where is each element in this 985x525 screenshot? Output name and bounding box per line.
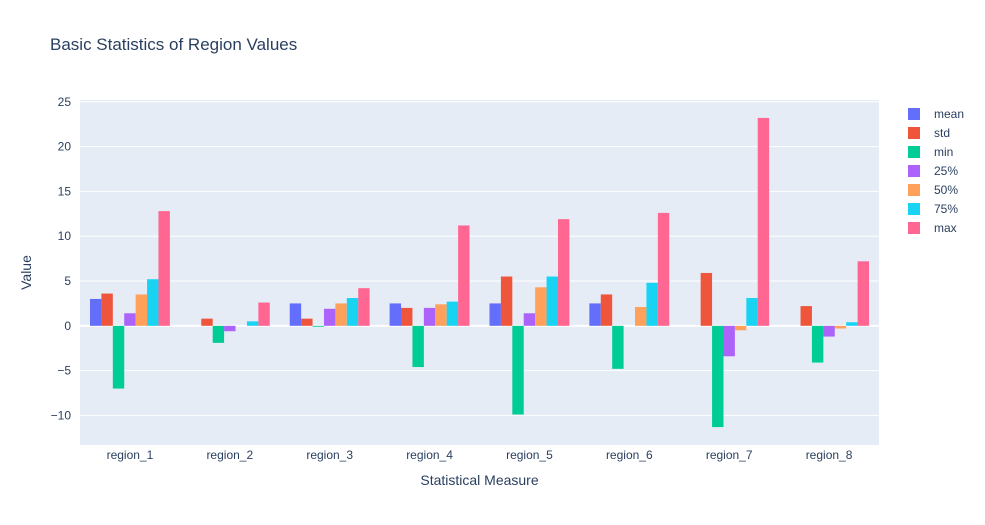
bar-region_8-min[interactable] (812, 326, 823, 363)
legend-label: 25% (934, 164, 958, 178)
legend-swatch (908, 108, 920, 120)
bar-region_6-min[interactable] (612, 326, 623, 369)
x-tick-label: region_1 (107, 448, 154, 462)
bar-region_3-25%[interactable] (324, 309, 335, 326)
bar-region_1-50%[interactable] (136, 294, 147, 325)
bar-region_6-mean[interactable] (589, 303, 600, 325)
bar-region_1-75%[interactable] (147, 279, 158, 326)
bar-region_3-mean[interactable] (290, 303, 301, 325)
bar-region_3-std[interactable] (301, 319, 312, 326)
bar-region_3-75%[interactable] (347, 298, 358, 326)
bar-region_6-std[interactable] (601, 294, 612, 325)
bar-region_8-25%[interactable] (823, 326, 834, 337)
bar-region_5-50%[interactable] (535, 287, 546, 326)
legend-swatch (908, 127, 920, 139)
x-tick-label: region_8 (806, 448, 853, 462)
bar-region_8-50%[interactable] (835, 326, 846, 329)
bar-region_7-25%[interactable] (723, 326, 734, 356)
bar-region_4-50%[interactable] (435, 304, 446, 326)
bar-region_4-max[interactable] (458, 225, 469, 325)
bar-region_4-std[interactable] (401, 308, 412, 326)
bar-region_6-75%[interactable] (646, 283, 657, 326)
y-tick-label: 5 (64, 274, 71, 288)
legend-swatch (908, 203, 920, 215)
legend-label: min (934, 145, 953, 159)
bar-region_7-min[interactable] (712, 326, 723, 427)
legend-swatch (908, 146, 920, 158)
x-tick-label: region_2 (206, 448, 253, 462)
bar-region_5-75%[interactable] (547, 277, 558, 326)
x-tick-label: region_4 (406, 448, 453, 462)
legend[interactable]: mean std min 25% 50% 75% max (908, 107, 964, 235)
bar-region_1-25%[interactable] (124, 313, 135, 326)
legend-swatch (908, 165, 920, 177)
y-tick-label: 0 (64, 319, 71, 333)
legend-item-min[interactable]: min (908, 145, 953, 159)
legend-item-std[interactable]: std (908, 126, 950, 140)
bar-region_4-75%[interactable] (447, 302, 458, 326)
bar-region_4-mean[interactable] (390, 303, 401, 325)
bar-region_2-25%[interactable] (224, 326, 235, 331)
legend-swatch (908, 184, 920, 196)
bar-region_2-max[interactable] (258, 303, 269, 326)
bar-region_8-75%[interactable] (846, 322, 857, 326)
bar-region_1-max[interactable] (158, 211, 169, 326)
y-tick-label: 10 (58, 229, 72, 243)
bar-region_5-max[interactable] (558, 219, 569, 326)
legend-label: max (934, 221, 957, 235)
bar-region_4-min[interactable] (412, 326, 423, 367)
legend-swatch (908, 222, 920, 234)
y-tick-label: 20 (58, 140, 72, 154)
y-tick-label: 15 (58, 184, 72, 198)
bar-region_8-std[interactable] (801, 306, 812, 326)
legend-item-25%[interactable]: 25% (908, 164, 958, 178)
bar-region_5-25%[interactable] (524, 313, 535, 326)
x-axis-ticks: region_1 region_2 region_3 region_4 region_5… (107, 448, 853, 462)
bar-region_5-min[interactable] (512, 326, 523, 415)
bar-region_2-75%[interactable] (247, 321, 258, 325)
legend-label: mean (934, 107, 964, 121)
y-tick-label: −5 (57, 364, 71, 378)
legend-item-mean[interactable]: mean (908, 107, 964, 121)
x-tick-label: region_7 (706, 448, 753, 462)
x-tick-label: region_5 (506, 448, 553, 462)
legend-label: 75% (934, 202, 958, 216)
bar-region_1-min[interactable] (113, 326, 124, 389)
legend-label: std (934, 126, 950, 140)
bar-region_8-max[interactable] (858, 261, 869, 326)
bar-region_6-50%[interactable] (635, 307, 646, 326)
y-axis-title: Value (18, 255, 34, 290)
bar-region_7-std[interactable] (701, 273, 712, 326)
bar-region_5-mean[interactable] (489, 303, 500, 325)
bar-region_1-std[interactable] (101, 294, 112, 326)
y-tick-label: −10 (51, 408, 72, 422)
x-tick-label: region_3 (306, 448, 353, 462)
bar-region_7-50%[interactable] (735, 326, 746, 330)
legend-item-50%[interactable]: 50% (908, 183, 958, 197)
legend-label: 50% (934, 183, 958, 197)
x-axis-title: Statistical Measure (420, 472, 538, 488)
y-tick-label: 25 (58, 95, 72, 109)
y-axis-ticks: 25 20 15 10 5 0 −5 −10 (51, 95, 72, 423)
legend-item-75%[interactable]: 75% (908, 202, 958, 216)
bar-region_7-max[interactable] (758, 118, 769, 326)
bar-region_3-min[interactable] (313, 326, 324, 327)
bar-region_3-50%[interactable] (335, 303, 346, 325)
bar-region_2-min[interactable] (213, 326, 224, 343)
bar-region_4-25%[interactable] (424, 308, 435, 326)
x-tick-label: region_6 (606, 448, 653, 462)
chart-title: Basic Statistics of Region Values (50, 35, 297, 54)
legend-item-max[interactable]: max (908, 221, 957, 235)
bar-region_3-max[interactable] (358, 288, 369, 326)
bar-region_7-75%[interactable] (746, 298, 757, 326)
bar-region_1-mean[interactable] (90, 299, 101, 326)
bar-region_2-std[interactable] (201, 319, 212, 326)
bar-region_5-std[interactable] (501, 277, 512, 326)
bar-region_6-max[interactable] (658, 213, 669, 326)
